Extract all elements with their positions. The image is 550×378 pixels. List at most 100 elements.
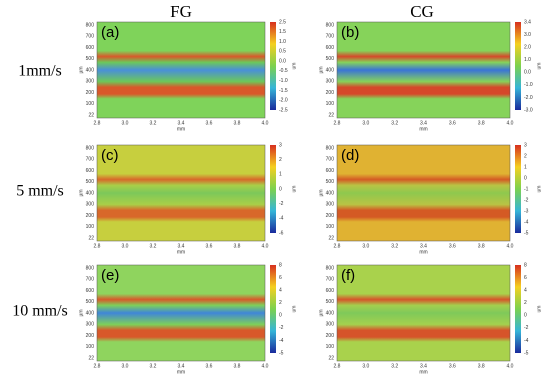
colorbar-tick-label: 1.0 <box>524 57 531 63</box>
y-tick-label: 800 <box>326 22 335 28</box>
x-tick-label: 3.4 <box>420 243 427 249</box>
colorbar-tick-label: -2 <box>279 201 284 207</box>
y-tick-label: 300 <box>326 322 335 328</box>
colorbar-unit: um <box>291 63 297 70</box>
colorbar-tick-label: 0.5 <box>279 49 286 55</box>
colorbar-tick-label: -3.0 <box>524 107 533 113</box>
x-tick-label: 3.4 <box>178 363 185 369</box>
y-tick-label: 400 <box>326 310 335 316</box>
column-header: CG <box>410 2 434 21</box>
x-tick-label: 3.8 <box>234 363 241 369</box>
y-tick-label: 100 <box>86 344 95 350</box>
x-tick-label: 4.0 <box>507 120 514 126</box>
panel-label: (c) <box>101 147 119 164</box>
y-tick-label: 200 <box>86 213 95 219</box>
y-tick-label: 100 <box>326 344 335 350</box>
y-axis-label: µm <box>78 309 84 316</box>
y-tick-label: 300 <box>86 202 95 208</box>
x-tick-label: 3.0 <box>362 363 369 369</box>
row-label: 5 mm/s <box>16 183 64 200</box>
x-tick-label: 4.0 <box>262 363 269 369</box>
y-tick-label: 400 <box>86 190 95 196</box>
colorbar-unit: um <box>291 306 297 313</box>
x-tick-label: 3.0 <box>122 243 129 249</box>
colorbar-unit: um <box>536 306 542 313</box>
colorbar-tick-label: -3 <box>524 208 529 214</box>
x-tick-label: 2.8 <box>94 363 101 369</box>
x-tick-label: 3.6 <box>449 120 456 126</box>
colorbar-tick-label: -4 <box>279 338 284 344</box>
colorbar-tick-label: 2.0 <box>524 44 531 50</box>
x-axis-label: mm <box>177 126 185 132</box>
y-axis-label: µm <box>78 189 84 196</box>
x-tick-label: 3.2 <box>391 363 398 369</box>
x-tick-label: 3.4 <box>420 363 427 369</box>
surface-map <box>336 21 511 119</box>
colorbar-tick-label: 1 <box>279 172 282 178</box>
x-tick-label: 3.6 <box>449 363 456 369</box>
x-tick-label: 4.0 <box>507 243 514 249</box>
y-axis-label: µm <box>318 189 324 196</box>
colorbar-tick-label: -5 <box>279 350 284 356</box>
surface-map <box>336 264 511 362</box>
y-tick-label: 200 <box>326 213 335 219</box>
colorbar-tick-label: 8 <box>279 262 282 268</box>
colorbar-tick-label: -1.0 <box>279 78 288 84</box>
y-tick-label: 600 <box>326 168 335 174</box>
x-tick-label: 3.8 <box>478 243 485 249</box>
x-tick-label: 3.2 <box>150 363 157 369</box>
y-tick-label: 100 <box>326 101 335 107</box>
y-tick-label: 100 <box>326 224 335 230</box>
x-tick-label: 3.6 <box>449 243 456 249</box>
y-tick-label: 700 <box>86 157 95 163</box>
x-tick-label: 3.6 <box>206 243 213 249</box>
panel-label: (e) <box>101 267 119 284</box>
surface-map <box>96 21 266 119</box>
x-tick-label: 3.6 <box>206 363 213 369</box>
colorbar-tick-label: 2.5 <box>279 19 286 25</box>
x-tick-label: 3.8 <box>478 120 485 126</box>
colorbar-tick-label: -0.5 <box>279 68 288 74</box>
y-tick-label: 800 <box>326 145 335 151</box>
colorbar-tick-label: 3.4 <box>524 19 531 25</box>
colorbar-tick-label: 1.5 <box>279 29 286 35</box>
x-tick-label: 3.2 <box>391 243 398 249</box>
colorbar-unit: um <box>291 186 297 193</box>
x-tick-label: 3.2 <box>150 243 157 249</box>
y-tick-label: 600 <box>326 45 335 51</box>
y-tick-label: 600 <box>326 288 335 294</box>
y-tick-label: 600 <box>86 168 95 174</box>
x-axis-label: mm <box>419 249 427 255</box>
colorbar-tick-label: -2 <box>279 325 284 331</box>
colorbar-tick-label: -4 <box>524 338 529 344</box>
colorbar-tick-label: 6 <box>279 275 282 281</box>
colorbar-tick-label: -2 <box>524 325 529 331</box>
x-tick-label: 3.0 <box>362 120 369 126</box>
y-axis-label: µm <box>318 309 324 316</box>
y-tick-label: 500 <box>86 299 95 305</box>
x-tick-label: 3.4 <box>178 243 185 249</box>
colorbar-tick-label: -2.5 <box>279 107 288 113</box>
colorbar-unit: um <box>536 186 542 193</box>
colorbar-tick-label: -1.0 <box>524 82 533 88</box>
y-tick-label: 800 <box>86 265 95 271</box>
colorbar-tick-label: -4 <box>524 219 529 225</box>
x-tick-label: 2.8 <box>334 243 341 249</box>
colorbar-tick-label: 0.0 <box>524 70 531 76</box>
panel-label: (f) <box>341 267 355 284</box>
y-tick-label: 700 <box>86 277 95 283</box>
colorbar-tick-label: 2 <box>524 153 527 159</box>
colorbar-tick-label: 1.0 <box>279 39 286 45</box>
colorbar-tick-label: -6 <box>279 230 284 236</box>
colorbar-tick-label: 2 <box>524 300 527 306</box>
colorbar <box>515 22 521 110</box>
x-tick-label: 4.0 <box>262 243 269 249</box>
x-axis-label: mm <box>419 126 427 132</box>
y-tick-label: 700 <box>326 277 335 283</box>
y-tick-label: 300 <box>86 79 95 85</box>
colorbar-tick-label: 0 <box>279 313 282 319</box>
colorbar <box>515 265 521 353</box>
colorbar-unit: um <box>536 63 542 70</box>
y-tick-label: 400 <box>326 190 335 196</box>
